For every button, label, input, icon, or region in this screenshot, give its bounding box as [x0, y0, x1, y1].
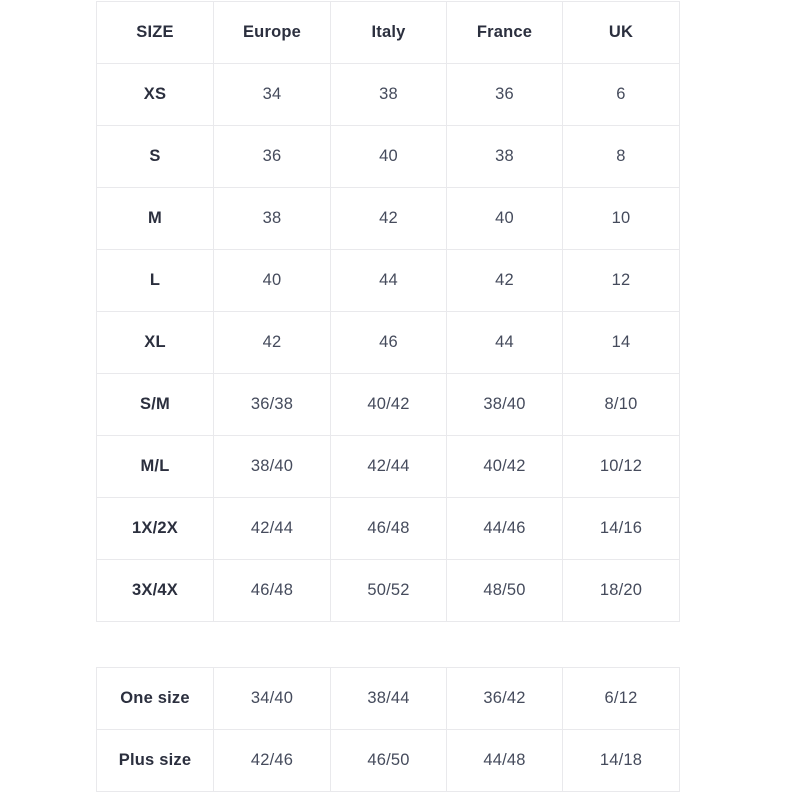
- cell-europe: 42/46: [213, 729, 331, 792]
- one-size-plus-size-table: One size 34/40 38/44 36/42 6/12 Plus siz…: [96, 667, 680, 792]
- cell-france: 48/50: [446, 559, 563, 622]
- cell-france: 42: [446, 249, 563, 312]
- row-label-3x-4x: 3X/4X: [96, 559, 214, 622]
- cell-france: 40: [446, 187, 563, 250]
- cell-uk: 6/12: [562, 667, 680, 730]
- column-header-size: SIZE: [96, 1, 214, 64]
- row-label-s: S: [96, 125, 214, 188]
- table-row: S/M 36/38 40/42 38/40 8/10: [96, 373, 680, 436]
- cell-europe: 42: [213, 311, 331, 374]
- column-header-italy: Italy: [330, 1, 447, 64]
- cell-europe: 42/44: [213, 497, 331, 560]
- cell-france: 40/42: [446, 435, 563, 498]
- table-row: 1X/2X 42/44 46/48 44/46 14/16: [96, 497, 680, 560]
- cell-uk: 14: [562, 311, 680, 374]
- cell-italy: 50/52: [330, 559, 447, 622]
- table-row: Plus size 42/46 46/50 44/48 14/18: [96, 729, 680, 792]
- cell-italy: 46: [330, 311, 447, 374]
- table-row: One size 34/40 38/44 36/42 6/12: [96, 667, 680, 730]
- cell-uk: 10/12: [562, 435, 680, 498]
- column-header-europe: Europe: [213, 1, 331, 64]
- row-label-m-l: M/L: [96, 435, 214, 498]
- cell-uk: 18/20: [562, 559, 680, 622]
- table-header: SIZE Europe Italy France UK: [96, 1, 680, 64]
- cell-uk: 8: [562, 125, 680, 188]
- table-row: 3X/4X 46/48 50/52 48/50 18/20: [96, 559, 680, 622]
- row-label-xs: XS: [96, 63, 214, 126]
- column-header-france: France: [446, 1, 563, 64]
- cell-uk: 6: [562, 63, 680, 126]
- cell-france: 38/40: [446, 373, 563, 436]
- cell-italy: 42/44: [330, 435, 447, 498]
- table-row: XS 34 38 36 6: [96, 63, 680, 126]
- cell-italy: 46/50: [330, 729, 447, 792]
- table-row: S 36 40 38 8: [96, 125, 680, 188]
- column-header-uk: UK: [562, 1, 680, 64]
- cell-uk: 8/10: [562, 373, 680, 436]
- cell-europe: 34/40: [213, 667, 331, 730]
- cell-italy: 46/48: [330, 497, 447, 560]
- row-label-1x-2x: 1X/2X: [96, 497, 214, 560]
- cell-uk: 14/18: [562, 729, 680, 792]
- cell-europe: 38/40: [213, 435, 331, 498]
- cell-italy: 42: [330, 187, 447, 250]
- table-body: XS 34 38 36 6 S 36 40 38 8 M 38 42 40 10: [96, 63, 680, 622]
- table-row: M/L 38/40 42/44 40/42 10/12: [96, 435, 680, 498]
- row-label-l: L: [96, 249, 214, 312]
- cell-france: 44/48: [446, 729, 563, 792]
- cell-europe: 40: [213, 249, 331, 312]
- cell-italy: 38/44: [330, 667, 447, 730]
- cell-uk: 14/16: [562, 497, 680, 560]
- table-header-row: SIZE Europe Italy France UK: [96, 1, 680, 64]
- row-label-m: M: [96, 187, 214, 250]
- cell-italy: 38: [330, 63, 447, 126]
- row-label-s-m: S/M: [96, 373, 214, 436]
- cell-france: 36: [446, 63, 563, 126]
- size-conversion-table: SIZE Europe Italy France UK XS 34 38 36 …: [96, 1, 680, 622]
- row-label-xl: XL: [96, 311, 214, 374]
- row-label-one-size: One size: [96, 667, 214, 730]
- table-row: M 38 42 40 10: [96, 187, 680, 250]
- cell-europe: 34: [213, 63, 331, 126]
- cell-uk: 10: [562, 187, 680, 250]
- cell-france: 38: [446, 125, 563, 188]
- cell-france: 44: [446, 311, 563, 374]
- row-label-plus-size: Plus size: [96, 729, 214, 792]
- table-row: XL 42 46 44 14: [96, 311, 680, 374]
- table-body: One size 34/40 38/44 36/42 6/12 Plus siz…: [96, 667, 680, 792]
- cell-uk: 12: [562, 249, 680, 312]
- cell-europe: 46/48: [213, 559, 331, 622]
- cell-europe: 36: [213, 125, 331, 188]
- cell-italy: 40/42: [330, 373, 447, 436]
- cell-france: 36/42: [446, 667, 563, 730]
- cell-france: 44/46: [446, 497, 563, 560]
- cell-europe: 38: [213, 187, 331, 250]
- table-row: L 40 44 42 12: [96, 249, 680, 312]
- cell-italy: 44: [330, 249, 447, 312]
- cell-italy: 40: [330, 125, 447, 188]
- cell-europe: 36/38: [213, 373, 331, 436]
